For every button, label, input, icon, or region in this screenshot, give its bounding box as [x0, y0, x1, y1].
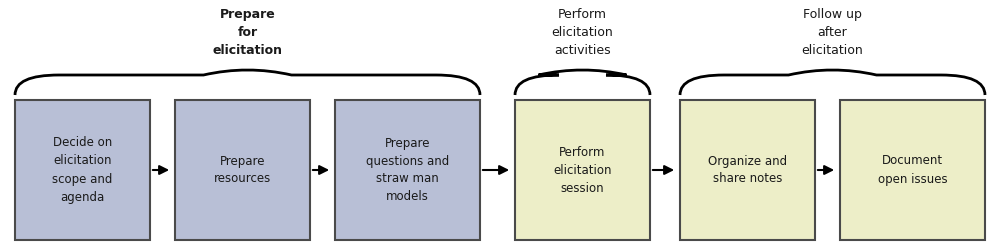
Bar: [335, 100, 480, 240]
Bar: [515, 100, 650, 240]
Text: Prepare
for
elicitation: Prepare for elicitation: [212, 8, 283, 57]
Text: Prepare
questions and
straw man
models: Prepare questions and straw man models: [366, 136, 449, 203]
Text: Organize and
share notes: Organize and share notes: [708, 154, 787, 186]
Bar: [840, 100, 985, 240]
Bar: [680, 100, 815, 240]
Text: Perform
elicitation
activities: Perform elicitation activities: [552, 8, 613, 57]
Bar: [15, 100, 150, 240]
Bar: [175, 100, 310, 240]
Text: Perform
elicitation
session: Perform elicitation session: [553, 146, 612, 194]
Text: Follow up
after
elicitation: Follow up after elicitation: [802, 8, 863, 57]
Text: Prepare
resources: Prepare resources: [214, 154, 271, 186]
Text: Decide on
elicitation
scope and
agenda: Decide on elicitation scope and agenda: [52, 136, 113, 203]
Text: Document
open issues: Document open issues: [878, 154, 947, 186]
